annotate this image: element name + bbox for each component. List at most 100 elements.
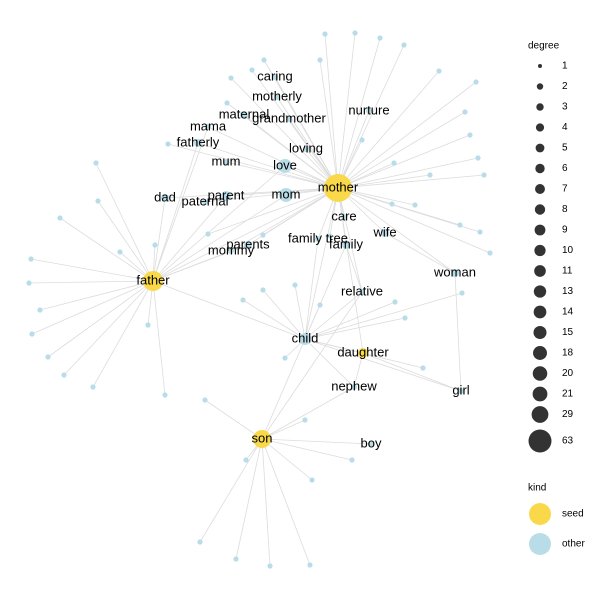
edge xyxy=(345,244,363,293)
legend-size-key xyxy=(535,163,545,174)
edge xyxy=(263,59,339,189)
node xyxy=(317,302,323,308)
edge xyxy=(304,338,364,354)
node xyxy=(402,315,408,321)
edge xyxy=(337,187,456,274)
node xyxy=(29,331,35,337)
edge xyxy=(207,187,339,235)
node-label: mama xyxy=(190,118,227,133)
node xyxy=(260,232,266,238)
edge xyxy=(261,438,313,481)
node xyxy=(152,242,158,248)
node xyxy=(473,79,479,85)
node xyxy=(240,111,248,119)
legend-size-key xyxy=(532,386,548,402)
edge xyxy=(152,280,306,340)
node xyxy=(244,241,252,249)
edge xyxy=(304,338,355,388)
node xyxy=(205,124,211,130)
node-label: loving xyxy=(289,140,323,155)
legend-label: 20 xyxy=(562,368,574,379)
edge xyxy=(242,299,306,340)
node xyxy=(349,457,355,463)
node xyxy=(351,384,357,390)
nodes xyxy=(26,30,493,569)
edge xyxy=(337,32,356,189)
node xyxy=(205,231,211,237)
node-label: mother xyxy=(318,179,359,194)
edge xyxy=(152,165,286,282)
node xyxy=(243,457,249,463)
edge xyxy=(39,280,154,311)
node-label: maternal xyxy=(219,106,270,121)
node-label: nephew xyxy=(331,378,377,393)
legend-label: 18 xyxy=(562,348,574,359)
node-label: parents xyxy=(226,236,270,251)
edge xyxy=(294,284,306,340)
edge xyxy=(454,272,462,392)
edge xyxy=(304,301,396,340)
edge xyxy=(31,280,154,335)
legend-title: kind xyxy=(528,483,546,494)
node xyxy=(57,215,63,221)
node xyxy=(342,241,350,249)
legend-size-key xyxy=(534,265,546,277)
edge xyxy=(337,44,405,189)
node xyxy=(45,354,51,360)
node xyxy=(368,441,374,447)
edge xyxy=(92,280,154,388)
node xyxy=(458,388,464,394)
node xyxy=(303,146,309,152)
node xyxy=(477,229,483,235)
node-label: motherly xyxy=(252,88,302,103)
legend-size-key xyxy=(533,305,547,319)
node xyxy=(279,188,293,202)
node xyxy=(224,100,230,106)
node xyxy=(37,307,43,313)
node xyxy=(359,137,365,143)
edge xyxy=(47,280,154,358)
edge xyxy=(384,232,456,274)
legend-size-key xyxy=(528,429,552,453)
edge xyxy=(230,77,339,189)
node xyxy=(412,202,418,208)
node-label: wife xyxy=(372,224,396,239)
edge xyxy=(167,143,339,189)
legend-label: 29 xyxy=(562,409,574,420)
legend-label: 63 xyxy=(562,436,574,447)
legend-size-key xyxy=(536,83,544,90)
edge xyxy=(337,174,485,189)
node xyxy=(221,191,231,201)
edge xyxy=(261,438,271,567)
node xyxy=(93,160,99,166)
node-label: family xyxy=(329,236,363,251)
node-label: grandmother xyxy=(252,110,326,125)
legend-size-key xyxy=(535,123,545,132)
edge xyxy=(261,386,355,440)
legend-key xyxy=(529,503,551,525)
edge xyxy=(324,33,339,189)
node xyxy=(381,229,389,237)
edge xyxy=(152,126,209,282)
edge xyxy=(337,37,381,189)
node xyxy=(228,75,234,81)
edge xyxy=(337,187,363,293)
legend-title: degree xyxy=(528,41,560,52)
node xyxy=(359,289,365,295)
edge xyxy=(28,280,154,284)
node xyxy=(392,299,398,305)
legend-size-key xyxy=(536,103,544,111)
node xyxy=(95,198,101,204)
node xyxy=(260,287,266,293)
edge xyxy=(304,244,347,340)
node-label: father xyxy=(136,272,170,287)
node xyxy=(309,477,315,483)
node-label: son xyxy=(252,430,273,445)
node xyxy=(61,372,67,378)
edge xyxy=(199,438,263,543)
node xyxy=(202,199,208,205)
edge xyxy=(59,217,154,282)
edge xyxy=(304,238,319,340)
edge xyxy=(261,438,372,445)
legend-label: other xyxy=(562,539,585,550)
